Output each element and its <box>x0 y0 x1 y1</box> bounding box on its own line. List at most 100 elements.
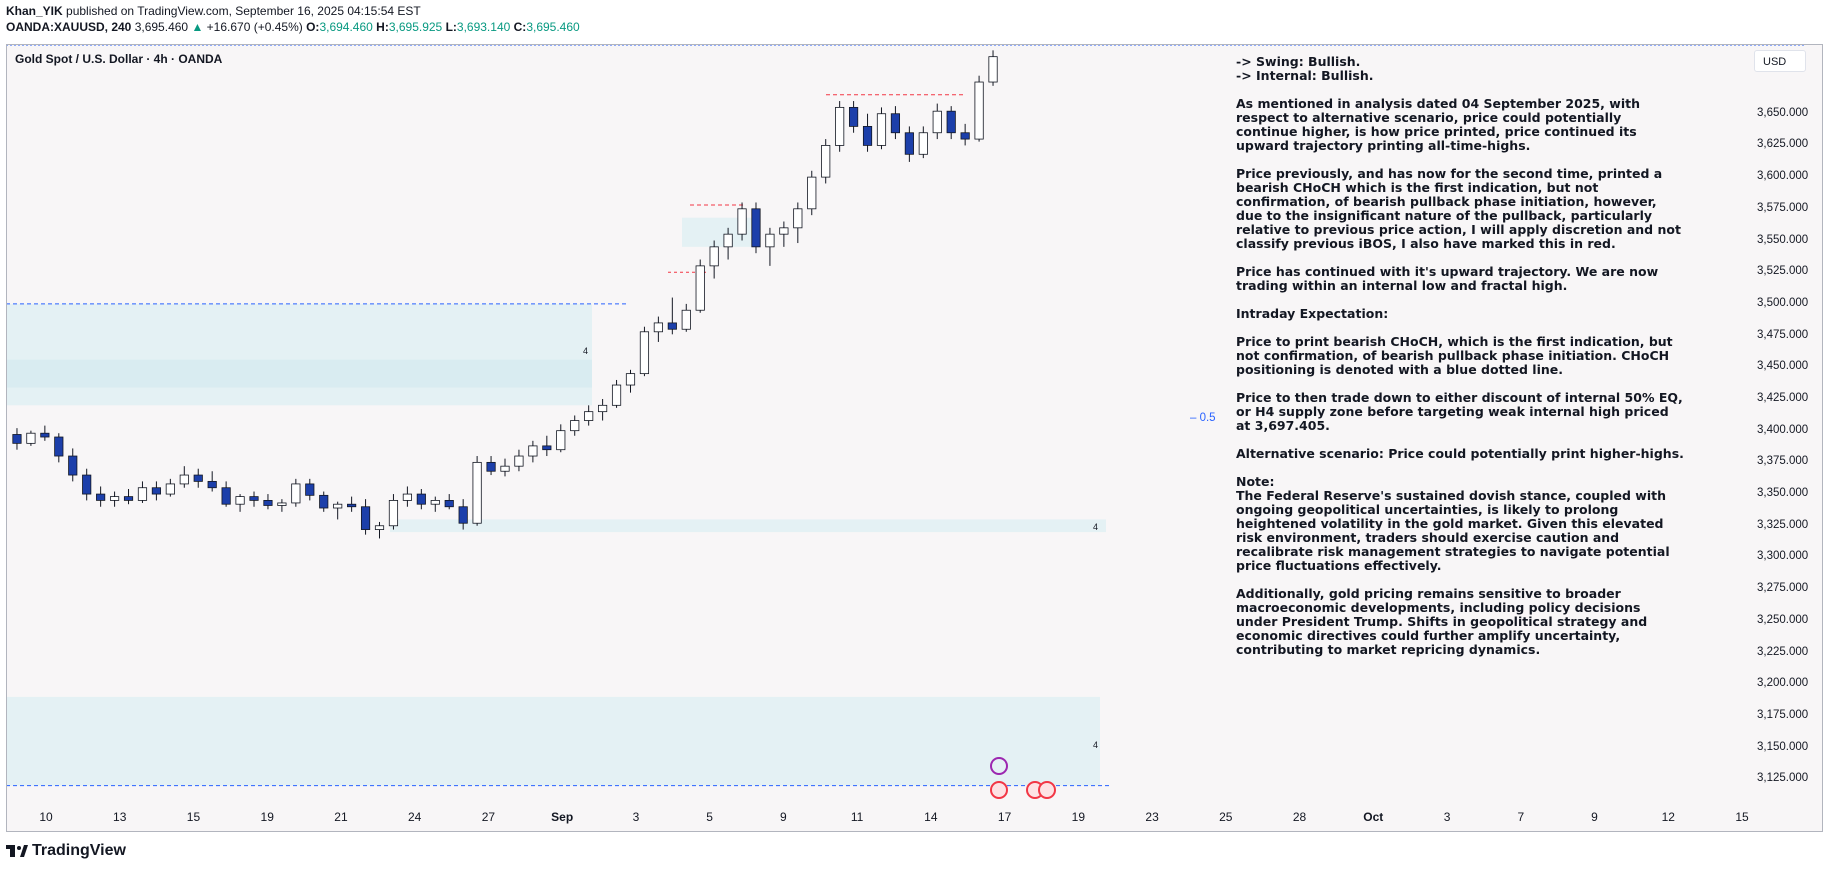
candle-body <box>402 493 412 501</box>
candle-body <box>221 487 231 505</box>
chart-frame <box>6 44 1823 832</box>
candle-body <box>737 208 747 235</box>
candle-body <box>291 483 301 504</box>
candle-body <box>625 373 636 386</box>
y-tick-label: 3,525.000 <box>1757 265 1809 278</box>
y-tick-label: 3,625.000 <box>1757 138 1809 151</box>
candle-body <box>137 487 148 501</box>
candle-body <box>179 474 189 485</box>
zone-marker: 4 <box>1093 522 1099 532</box>
candle-body <box>500 465 510 472</box>
candle-body <box>709 246 719 267</box>
candle-body <box>960 132 970 140</box>
y-tick-label: 3,400.000 <box>1757 423 1809 436</box>
us-flag-event-icon[interactable] <box>990 781 1008 799</box>
analysis-para: Price to print bearish CHoCH, which is t… <box>1236 334 1673 377</box>
author-name[interactable]: Khan_YIK <box>6 4 63 18</box>
y-tick-label: 3,200.000 <box>1757 677 1809 690</box>
price-change: +16.670 (+0.45%) <box>206 20 303 34</box>
x-tick-label: 7 <box>1517 810 1525 824</box>
candle-body <box>235 496 245 505</box>
candle-body <box>360 506 371 530</box>
open-value: 3,694.460 <box>319 20 373 34</box>
alternative-scenario: Alternative scenario: Price could potent… <box>1236 446 1684 461</box>
candle-body <box>765 233 775 248</box>
x-tick-label: 9 <box>780 810 787 824</box>
candle-body <box>82 474 92 495</box>
y-tick-label: 3,225.000 <box>1757 645 1809 658</box>
close-label: C: <box>513 20 527 34</box>
last-price: 3,695.460 <box>134 20 189 34</box>
intraday-heading: Intraday Expectation: <box>1236 306 1389 321</box>
x-tick-label: 21 <box>334 810 348 824</box>
tradingview-logo-icon <box>6 845 28 857</box>
candle-body <box>472 461 482 524</box>
candle-body <box>416 493 426 505</box>
x-tick-label: 3 <box>1443 810 1451 824</box>
candle-body <box>821 145 831 178</box>
us-flag-event-icon[interactable] <box>1038 781 1056 799</box>
candle-body <box>723 233 733 248</box>
x-tick-label: 23 <box>1145 810 1159 824</box>
analysis-para: As mentioned in analysis dated 04 Septem… <box>1236 96 1640 153</box>
tradingview-logo[interactable]: TradingView <box>6 842 126 860</box>
y-tick-label: 3,600.000 <box>1757 170 1809 183</box>
x-tick-label: 28 <box>1292 810 1307 824</box>
candle-body <box>207 480 217 489</box>
candle-body <box>347 503 357 508</box>
y-tick-label: 3,125.000 <box>1757 772 1809 785</box>
demand-zone <box>6 696 1100 786</box>
zone-marker: 4 <box>583 346 589 356</box>
candle-body <box>458 506 468 524</box>
logo-text: TradingView <box>32 842 126 859</box>
candle-body <box>876 113 887 146</box>
y-tick-label: 3,350.000 <box>1757 487 1809 500</box>
candle-body <box>528 445 538 457</box>
x-tick-label: 10 <box>39 810 53 824</box>
candle-body <box>305 483 315 496</box>
candle-body <box>123 496 134 501</box>
candle-body <box>193 474 203 482</box>
y-tick-label: 3,175.000 <box>1757 708 1809 721</box>
published-text: published on TradingView.com, September … <box>66 4 421 18</box>
candle-body <box>862 126 873 146</box>
candle-body <box>374 525 385 530</box>
x-tick-label: 25 <box>1219 810 1233 824</box>
candle-body <box>486 461 496 472</box>
analysis-para: Price to then trade down to either disco… <box>1236 390 1683 433</box>
analysis-para: Price previously, and has now for the se… <box>1236 166 1681 251</box>
candle-body <box>444 500 454 508</box>
x-tick-label: 11 <box>850 810 864 824</box>
high-value: 3,695.925 <box>388 20 443 34</box>
demand-zone <box>390 519 1106 533</box>
currency-button[interactable]: USD <box>1754 50 1806 72</box>
candle-body <box>695 265 705 311</box>
candle-body <box>542 445 552 451</box>
y-tick-label: 3,475.000 <box>1757 328 1809 341</box>
candle-body <box>639 331 650 375</box>
candle-body <box>779 227 789 235</box>
candle-body <box>835 106 845 146</box>
x-tick-label: 12 <box>1661 810 1675 824</box>
y-tick-label: 3,300.000 <box>1757 550 1809 563</box>
x-tick-label: 17 <box>997 810 1012 824</box>
candle-body <box>263 500 273 506</box>
analysis-notes: -> Swing: Bullish. -> Internal: Bullish.… <box>1236 55 1686 671</box>
y-tick-label: 3,650.000 <box>1757 106 1809 119</box>
candle-body <box>96 493 106 501</box>
candle-body <box>807 176 817 210</box>
candle-body <box>988 56 998 83</box>
lightning-event-icon[interactable] <box>990 757 1008 775</box>
price-chart[interactable] <box>6 44 1823 832</box>
candle-body <box>584 411 594 421</box>
candle-body <box>40 432 50 438</box>
demand-zone-inner <box>6 359 592 388</box>
candle-body <box>54 436 64 457</box>
y-tick-label: 3,450.000 <box>1757 360 1809 373</box>
candle-body <box>946 110 956 134</box>
y-tick-label: 3,575.000 <box>1757 201 1809 214</box>
note-heading: Note: <box>1236 474 1275 489</box>
x-tick-label: 19 <box>1071 810 1086 824</box>
y-tick-label: 3,150.000 <box>1757 740 1809 753</box>
candle-body <box>68 455 78 476</box>
